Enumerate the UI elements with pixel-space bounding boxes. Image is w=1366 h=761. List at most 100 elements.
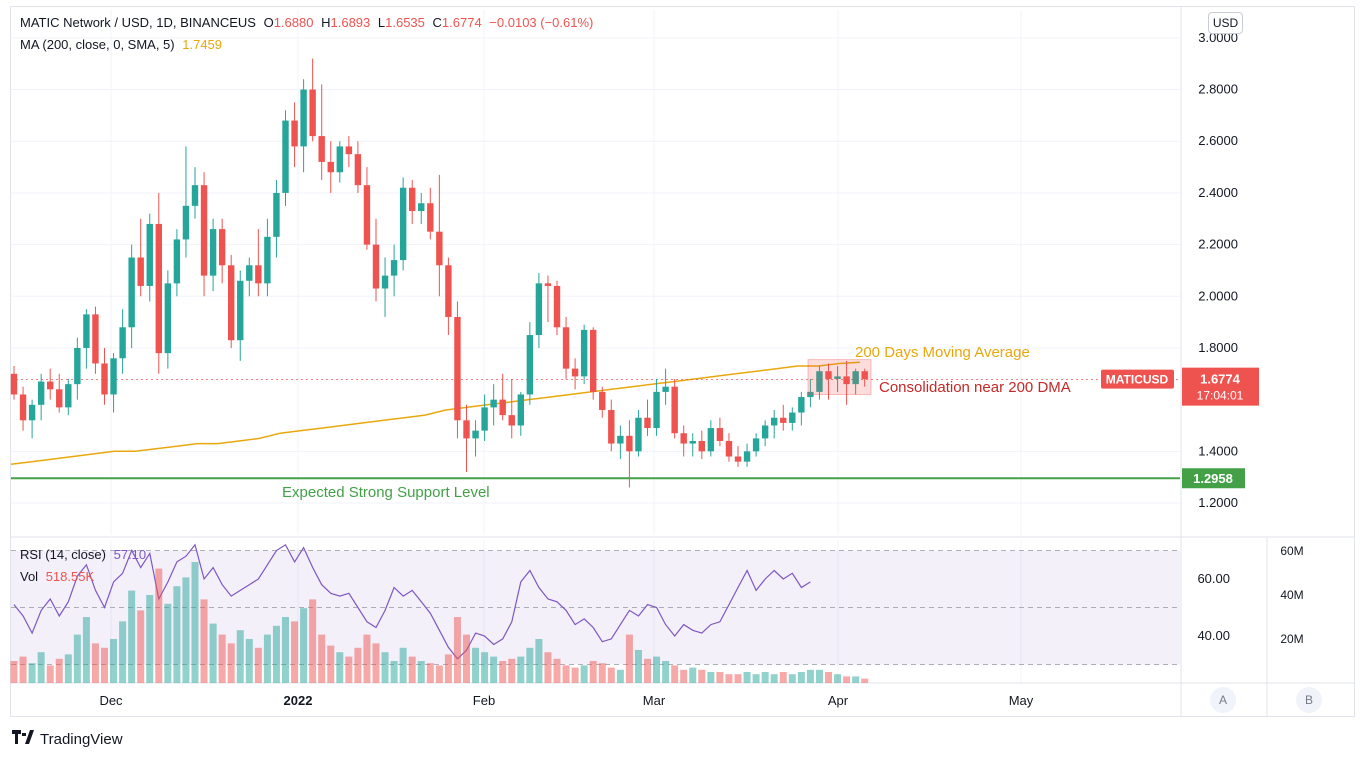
volume-bar: [689, 667, 697, 683]
volume-bar: [725, 674, 733, 683]
candle-body: [200, 185, 208, 276]
volume-bar: [662, 661, 670, 683]
candles-layer: [10, 58, 868, 488]
volume-bar: [852, 676, 860, 683]
candle-body: [454, 316, 461, 421]
candle-body: [761, 425, 769, 439]
candle-body: [47, 381, 54, 390]
volume-bar: [834, 674, 842, 683]
volume-bar: [444, 654, 452, 683]
volume-bar: [408, 656, 416, 683]
candle-body: [716, 428, 724, 441]
volume-bar: [55, 658, 63, 683]
candle-body: [508, 415, 515, 426]
consolidation-annotation-text: Consolidation near 200 DMA: [879, 379, 1071, 396]
volume-bar: [254, 647, 262, 683]
volume-bar: [119, 621, 127, 683]
volume-bar: [716, 672, 724, 683]
volume-bar: [779, 672, 787, 683]
auto-scale-button[interactable]: A: [1210, 687, 1236, 713]
x-tick-label: Dec: [99, 693, 123, 708]
candle-body: [309, 89, 316, 137]
volume-bar: [164, 603, 172, 683]
candle-body: [191, 185, 199, 206]
volume-bar: [598, 663, 606, 683]
volume-bar: [806, 669, 814, 683]
volume-bar: [535, 639, 543, 683]
vol-legend[interactable]: Vol 518.55K: [20, 569, 98, 584]
candle-body: [128, 257, 135, 328]
candle-body: [544, 283, 552, 286]
candle-body: [861, 371, 868, 379]
open-label: O: [263, 15, 274, 30]
candle-body: [37, 381, 45, 405]
symbol-title[interactable]: MATIC Network / USD, 1D, BINANCEUS: [20, 15, 256, 30]
volume-bar: [300, 608, 308, 683]
volume-bar: [345, 656, 353, 683]
candle-body: [273, 192, 280, 237]
candle-body: [137, 257, 144, 286]
candle-body: [535, 283, 543, 336]
volume-bar: [173, 586, 181, 683]
candle-body: [825, 371, 832, 379]
candle-body: [807, 391, 814, 398]
candle-body: [327, 161, 334, 173]
tradingview-brand[interactable]: TradingView: [12, 730, 123, 748]
candle-body: [635, 417, 642, 452]
volume-bar: [272, 625, 280, 683]
candle-body: [517, 394, 524, 426]
rsi-label: RSI (14, close): [20, 547, 106, 562]
b-scale-button[interactable]: B: [1296, 687, 1322, 713]
candle-body: [834, 376, 841, 379]
volume-bar: [571, 667, 579, 683]
rsi-legend[interactable]: RSI (14, close) 57.10: [20, 547, 150, 562]
candle-body: [617, 435, 624, 444]
volume-bar: [797, 672, 805, 683]
candle-body: [65, 384, 72, 408]
volume-bar: [770, 674, 778, 683]
ma-value: 1.7459: [182, 37, 223, 52]
candle-body: [282, 120, 289, 193]
volume-bar: [544, 652, 552, 683]
open-value: 1.6880: [273, 15, 314, 30]
candle-body: [28, 404, 36, 421]
volume-bar: [236, 630, 244, 683]
price-tick-label: 1.4000: [1198, 443, 1238, 458]
candle-body: [780, 417, 787, 423]
volume-bar: [634, 650, 642, 683]
rsi-tick-label: 40.00: [1197, 628, 1230, 643]
support-annotation-text: Expected Strong Support Level: [282, 484, 490, 501]
low-label: L: [377, 15, 386, 30]
volume-bar: [218, 634, 226, 683]
candle-body: [662, 386, 669, 392]
candle-body: [653, 391, 660, 429]
candle-body: [146, 223, 153, 286]
volume-bar: [435, 665, 443, 683]
volume-bar: [28, 663, 36, 683]
candle-body: [481, 407, 488, 431]
candle-body: [590, 329, 597, 392]
candle-body: [228, 265, 235, 341]
price-tick-label: 2.4000: [1198, 185, 1238, 200]
candle-body: [363, 185, 371, 245]
ma-legend[interactable]: MA (200, close, 0, SMA, 5) 1.7459: [20, 37, 226, 52]
volume-bar: [381, 652, 389, 683]
currency-button[interactable]: USD: [1208, 12, 1243, 34]
volume-bar: [82, 617, 90, 683]
candle-body: [246, 265, 253, 281]
volume-bar: [580, 665, 588, 683]
candle-body: [707, 428, 715, 452]
candle-body: [490, 399, 497, 408]
candle-body: [852, 371, 859, 385]
axes-layer: Dec 2022 Feb Mar Apr May3.00002.80002.60002.4…: [99, 30, 1303, 708]
price-tick-label: 2.2000: [1198, 237, 1238, 252]
candle-body: [155, 223, 162, 354]
candle-body: [237, 280, 244, 341]
volume-bar: [825, 672, 832, 683]
price-tick-label: 1.8000: [1198, 340, 1238, 355]
volume-bar: [263, 634, 271, 683]
candle-body: [300, 89, 307, 147]
vol-value: 518.55K: [45, 569, 95, 584]
x-tick-label: Mar: [643, 693, 666, 708]
